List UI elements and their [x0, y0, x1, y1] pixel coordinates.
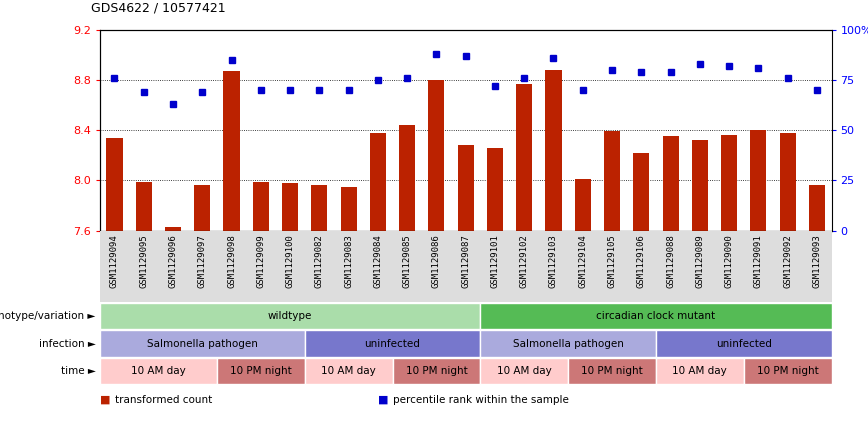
Bar [100, 330, 305, 357]
Bar [656, 358, 744, 385]
Text: GSM1129097: GSM1129097 [198, 234, 207, 288]
Text: GSM1129092: GSM1129092 [783, 234, 792, 288]
Text: GSM1129083: GSM1129083 [344, 234, 353, 288]
Text: GSM1129089: GSM1129089 [695, 234, 704, 288]
Bar [399, 125, 415, 231]
Text: GSM1129086: GSM1129086 [432, 234, 441, 288]
Bar [487, 148, 503, 231]
Text: GSM1129091: GSM1129091 [754, 234, 763, 288]
Text: GDS4622 / 10577421: GDS4622 / 10577421 [91, 2, 226, 15]
Bar [516, 84, 532, 231]
Text: GSM1129084: GSM1129084 [373, 234, 383, 288]
Bar [305, 330, 480, 357]
Bar [340, 187, 357, 231]
Bar [370, 132, 386, 231]
Bar [721, 135, 737, 231]
Bar [312, 185, 327, 231]
Bar [392, 358, 480, 385]
Text: 10 AM day: 10 AM day [673, 366, 727, 376]
Bar [569, 358, 656, 385]
Text: percentile rank within the sample: percentile rank within the sample [393, 395, 569, 405]
Text: GSM1129099: GSM1129099 [256, 234, 266, 288]
Text: GSM1129106: GSM1129106 [637, 234, 646, 288]
Bar [480, 330, 656, 357]
Bar [750, 130, 766, 231]
Bar [100, 358, 217, 385]
Bar [165, 227, 181, 231]
Bar [809, 185, 825, 231]
Text: GSM1129088: GSM1129088 [666, 234, 675, 288]
Text: GSM1129085: GSM1129085 [403, 234, 411, 288]
Bar [305, 358, 392, 385]
Text: 10 PM night: 10 PM night [405, 366, 467, 376]
Text: 10 AM day: 10 AM day [131, 366, 186, 376]
Bar [779, 132, 796, 231]
Bar [429, 80, 444, 231]
Bar [662, 136, 679, 231]
Bar [634, 153, 649, 231]
Text: GSM1129104: GSM1129104 [578, 234, 588, 288]
Bar [692, 140, 708, 231]
Text: genotype/variation ►: genotype/variation ► [0, 311, 95, 321]
Text: GSM1129094: GSM1129094 [110, 234, 119, 288]
Text: infection ►: infection ► [38, 339, 95, 349]
Text: GSM1129090: GSM1129090 [725, 234, 733, 288]
Bar [604, 131, 620, 231]
Bar [135, 181, 152, 231]
Text: 10 AM day: 10 AM day [321, 366, 376, 376]
Bar [223, 71, 240, 231]
Text: 10 PM night: 10 PM night [230, 366, 292, 376]
Text: Salmonella pathogen: Salmonella pathogen [513, 339, 623, 349]
Text: ■: ■ [378, 395, 388, 405]
Text: GSM1129102: GSM1129102 [520, 234, 529, 288]
Bar [107, 137, 122, 231]
Text: GSM1129095: GSM1129095 [139, 234, 148, 288]
Bar [656, 330, 832, 357]
Bar [282, 183, 298, 231]
Bar [217, 358, 305, 385]
Text: ■: ■ [100, 395, 110, 405]
Text: GSM1129103: GSM1129103 [549, 234, 558, 288]
Text: Salmonella pathogen: Salmonella pathogen [147, 339, 258, 349]
Text: GSM1129093: GSM1129093 [812, 234, 821, 288]
Text: GSM1129087: GSM1129087 [461, 234, 470, 288]
Text: uninfected: uninfected [716, 339, 772, 349]
Text: GSM1129098: GSM1129098 [227, 234, 236, 288]
Bar [480, 358, 569, 385]
Text: GSM1129105: GSM1129105 [608, 234, 616, 288]
Text: 10 PM night: 10 PM night [582, 366, 643, 376]
Text: 10 AM day: 10 AM day [496, 366, 551, 376]
Text: circadian clock mutant: circadian clock mutant [596, 311, 715, 321]
Text: GSM1129082: GSM1129082 [315, 234, 324, 288]
Bar [575, 179, 591, 231]
Text: GSM1129100: GSM1129100 [286, 234, 294, 288]
Bar [480, 303, 832, 330]
Text: 10 PM night: 10 PM night [757, 366, 819, 376]
Bar [194, 185, 210, 231]
Bar [545, 70, 562, 231]
Bar [457, 145, 474, 231]
Text: transformed count: transformed count [115, 395, 213, 405]
Bar [100, 303, 480, 330]
Bar [253, 181, 269, 231]
Text: GSM1129096: GSM1129096 [168, 234, 177, 288]
Text: time ►: time ► [61, 366, 95, 376]
Text: uninfected: uninfected [365, 339, 420, 349]
Text: wildtype: wildtype [268, 311, 312, 321]
Text: GSM1129101: GSM1129101 [490, 234, 499, 288]
Bar [744, 358, 832, 385]
